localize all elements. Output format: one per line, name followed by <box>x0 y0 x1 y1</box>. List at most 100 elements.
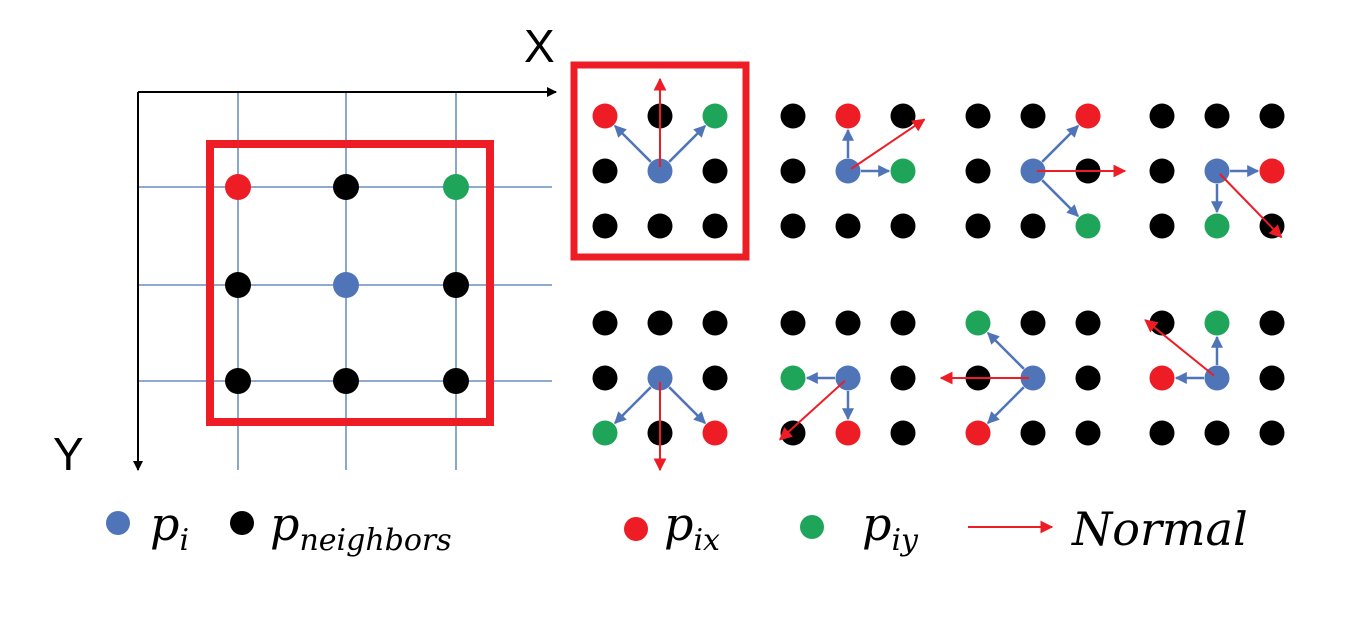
legend-piy-marker <box>800 515 824 539</box>
config-point-neighbor <box>1259 103 1285 129</box>
config-point-center <box>835 158 861 184</box>
x-axis-label: X <box>524 20 555 72</box>
main-point-pix <box>225 174 251 200</box>
legend-pi-marker <box>106 511 130 535</box>
config-point-pix <box>835 103 861 129</box>
config-point-neighbor <box>647 310 673 336</box>
config-point-piy <box>592 420 618 446</box>
config-point-piy <box>1075 213 1101 239</box>
legend-neighbors-label: pneighbors <box>270 497 452 558</box>
offset-arrow <box>614 125 652 163</box>
config-point-piy <box>780 365 806 391</box>
config-point-neighbor <box>702 310 728 336</box>
configuration-2 <box>780 103 926 239</box>
legend-neighbors-marker <box>230 511 254 535</box>
config-point-neighbor <box>1020 213 1046 239</box>
main-point-neighbor <box>333 174 359 200</box>
offset-arrow <box>668 125 706 163</box>
config-point-neighbor <box>890 365 916 391</box>
legend-normal-label: Normal <box>1071 502 1248 556</box>
offset-arrow <box>668 386 706 424</box>
config-point-pix <box>1075 103 1101 129</box>
config-point-piy <box>702 103 728 129</box>
config-point-neighbor <box>1020 420 1046 446</box>
config-point-neighbor <box>780 213 806 239</box>
config-point-neighbor <box>1204 103 1230 129</box>
configuration-5 <box>592 310 728 472</box>
config-point-neighbor <box>890 310 916 336</box>
configuration-highlight-box <box>570 61 750 261</box>
config-point-neighbor <box>780 420 806 446</box>
configuration-1 <box>570 61 750 261</box>
config-point-pix <box>702 420 728 446</box>
config-point-neighbor <box>890 213 916 239</box>
configuration-4 <box>1149 103 1285 239</box>
config-point-pix <box>1259 158 1285 184</box>
config-point-neighbor <box>592 365 618 391</box>
normal-arrow <box>1144 319 1215 377</box>
normal-arrow <box>1219 173 1283 239</box>
normal-arrow <box>850 118 926 170</box>
config-point-center <box>1020 158 1046 184</box>
config-point-pix <box>835 420 861 446</box>
config-point-neighbor <box>1149 103 1175 129</box>
config-point-neighbor <box>965 158 991 184</box>
normal-configurations <box>570 61 1285 472</box>
config-point-piy <box>1204 213 1230 239</box>
main-grid-points <box>225 174 469 394</box>
coordinate-grid-panel: X Y <box>53 20 557 480</box>
config-point-neighbor <box>1149 213 1175 239</box>
config-point-neighbor <box>592 213 618 239</box>
config-point-neighbor <box>1149 310 1175 336</box>
config-point-center <box>1020 365 1046 391</box>
configuration-3 <box>965 103 1127 239</box>
config-point-neighbor <box>592 310 618 336</box>
config-point-neighbor <box>592 158 618 184</box>
config-point-center <box>1204 365 1230 391</box>
config-point-pix <box>965 420 991 446</box>
config-point-neighbor <box>890 103 916 129</box>
main-point-neighbor <box>443 368 469 394</box>
offset-arrow <box>987 332 1025 370</box>
neighborhood-highlight-box <box>206 140 494 426</box>
configuration-6 <box>778 310 916 446</box>
config-point-neighbor <box>780 158 806 184</box>
config-point-neighbor <box>1075 365 1101 391</box>
config-point-neighbor <box>1259 310 1285 336</box>
config-point-neighbor <box>1020 103 1046 129</box>
config-point-neighbor <box>1149 158 1175 184</box>
legend-piy-label: piy <box>862 497 919 558</box>
config-point-neighbor <box>835 213 861 239</box>
configuration-8 <box>1144 310 1285 446</box>
config-point-neighbor <box>1075 310 1101 336</box>
normal-arrow <box>778 379 846 441</box>
config-point-piy <box>890 158 916 184</box>
main-point-neighbor <box>225 272 251 298</box>
legend-pix-marker <box>624 517 648 541</box>
config-point-piy <box>965 310 991 336</box>
legend-pix-label: pix <box>664 497 720 558</box>
config-point-piy <box>1204 310 1230 336</box>
config-point-neighbor <box>780 103 806 129</box>
config-point-neighbor <box>890 420 916 446</box>
config-point-neighbor <box>1149 420 1175 446</box>
main-point-piy <box>443 174 469 200</box>
configuration-7 <box>939 310 1101 446</box>
main-point-center <box>333 272 359 298</box>
offset-arrow <box>614 386 652 424</box>
offset-arrow <box>987 386 1025 424</box>
main-point-neighbor <box>443 272 469 298</box>
config-point-neighbor <box>835 310 861 336</box>
config-point-pix <box>1149 365 1175 391</box>
config-point-neighbor <box>1259 365 1285 391</box>
main-point-neighbor <box>333 368 359 394</box>
config-point-neighbor <box>1075 420 1101 446</box>
config-point-pix <box>592 103 618 129</box>
config-point-neighbor <box>1204 420 1230 446</box>
config-point-neighbor <box>780 310 806 336</box>
offset-arrow <box>1041 179 1079 217</box>
config-point-neighbor <box>647 213 673 239</box>
config-point-center <box>647 365 673 391</box>
config-point-center <box>647 158 673 184</box>
